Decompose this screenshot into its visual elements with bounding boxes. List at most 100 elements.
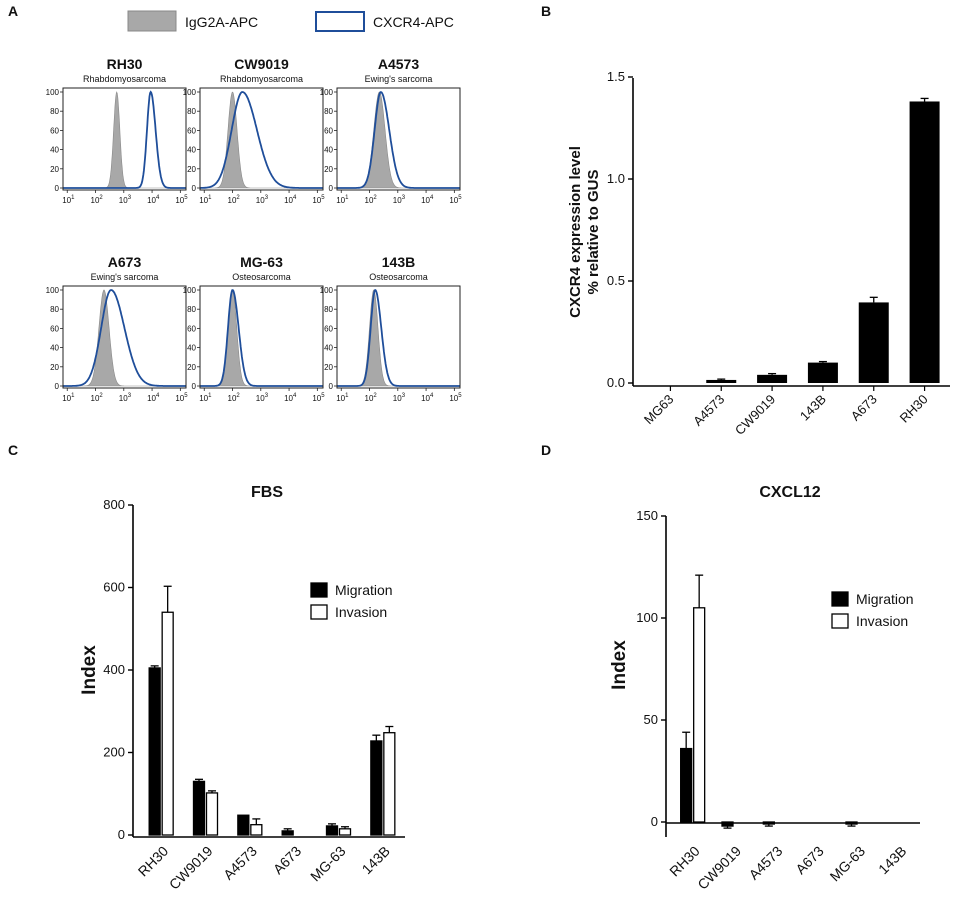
bar-invasion-a4573: [250, 824, 263, 836]
y-tick-label: 200: [103, 745, 125, 760]
legend-cxcr4-label: CXCR4-APC: [373, 14, 454, 30]
histogram-subtitle: Ewing's sarcoma: [365, 74, 433, 84]
y-tick-label: 0: [651, 814, 658, 829]
histogram-grid: RH30 Rhabdomyosarcoma 0 20 40 60 80 100 101 102 10…: [46, 56, 463, 403]
x-tick-label: 104: [421, 195, 434, 205]
y-tick-label: 80: [50, 107, 59, 116]
y-tick-label: 80: [324, 107, 333, 116]
y-tick-label: 40: [50, 146, 59, 155]
isotype-histogram: [63, 289, 186, 387]
y-axis-title: Index: [609, 640, 630, 690]
panel-letter-a: A: [8, 3, 18, 19]
isotype-histogram: [200, 289, 323, 387]
category-label: CW9019: [166, 843, 216, 893]
x-tick-label: 105: [312, 393, 325, 403]
legend-label-migration: Migration: [856, 591, 914, 607]
y-axis-title: CXCR4 expression level% relative to GUS: [567, 146, 602, 318]
y-tick-label: 150: [636, 508, 658, 523]
cxcr4-histogram: [63, 90, 186, 189]
y-tick-label: 0.0: [607, 375, 625, 390]
histogram-frame: [336, 285, 461, 389]
isotype-histogram: [200, 91, 323, 189]
cxcr4-histogram: [63, 289, 186, 387]
y-tick-label: 100: [183, 88, 197, 97]
y-tick-label: 100: [320, 88, 334, 97]
histogram-mg-63: MG-63 Osteosarcoma 0 20 40 60 80 100 101 102 103 10…: [183, 254, 326, 403]
histogram-title: A673: [108, 254, 142, 270]
isotype-histogram: [63, 91, 186, 189]
y-tick-label: 50: [644, 712, 658, 727]
x-tick-label: 105: [449, 195, 462, 205]
panel-letter-d: D: [541, 442, 551, 458]
y-tick-label: 600: [103, 580, 125, 595]
cxcr4-histogram: [337, 91, 460, 189]
histogram-title: A4573: [378, 56, 419, 72]
bar-migration-a4573: [762, 821, 775, 825]
category-label: CW9019: [694, 843, 744, 893]
panel-a-legend: IgG2A-APC CXCR4-APC: [127, 10, 454, 32]
x-tick-label: 104: [284, 195, 297, 205]
histogram-subtitle: Osteosarcoma: [232, 272, 291, 282]
y-tick-label: 20: [187, 165, 196, 174]
x-tick-label: 104: [147, 195, 160, 205]
y-tick-label: 60: [324, 126, 333, 135]
y-tick-label: 1.0: [607, 171, 625, 186]
bar-invasion-143b: [383, 732, 396, 836]
histogram-rh30: RH30 Rhabdomyosarcoma 0 20 40 60 80 100 101 102 10…: [46, 56, 189, 205]
bar-rh30: [909, 101, 940, 383]
bar-a673: [858, 302, 889, 383]
category-label: A4573: [746, 843, 786, 883]
bar-migration-rh30: [148, 667, 161, 836]
y-tick-label: 0: [329, 382, 334, 391]
legend-swatch-invasion: [831, 613, 849, 629]
histogram-subtitle: Osteosarcoma: [369, 272, 428, 282]
category-label: A4573: [220, 843, 260, 883]
y-tick-label: 100: [46, 286, 60, 295]
panel-a-flow-histograms: IgG2A-APC CXCR4-APC RH30 Rhabdomyosarcoma…: [46, 10, 463, 403]
category-label: A673: [848, 392, 880, 424]
histogram-frame: [62, 285, 187, 389]
histogram-subtitle: Ewing's sarcoma: [91, 272, 159, 282]
legend-label-migration: Migration: [335, 582, 393, 598]
bar-cw9019: [757, 374, 788, 383]
x-tick-label: 102: [91, 195, 104, 205]
histogram-subtitle: Rhabdomyosarcoma: [83, 74, 166, 84]
x-tick-label: 102: [365, 393, 378, 403]
category-label: RH30: [666, 843, 703, 880]
y-tick-label: 60: [187, 126, 196, 135]
histogram-frame: [62, 87, 187, 191]
bar-migration-cw9019: [721, 821, 734, 827]
x-tick-label: 101: [199, 393, 212, 403]
y-tick-label: 0: [192, 184, 197, 193]
bar-migration-a673: [281, 830, 294, 836]
x-tick-label: 101: [62, 393, 75, 403]
x-tick-label: 101: [62, 195, 75, 205]
histogram-frame: [199, 285, 324, 389]
histogram-a4573: A4573 Ewing's sarcoma 0 20 40 60 80 100 101 102 10…: [320, 56, 463, 205]
category-label: MG-63: [827, 843, 869, 885]
y-tick-label: 20: [187, 363, 196, 372]
histogram-frame: [199, 87, 324, 191]
y-tick-label: 1.5: [607, 69, 625, 84]
y-tick-label: 20: [50, 165, 59, 174]
x-tick-label: 101: [336, 195, 349, 205]
y-tick-label: 40: [187, 344, 196, 353]
x-tick-label: 102: [91, 393, 104, 403]
category-label: RH30: [897, 392, 931, 426]
y-tick-label: 40: [187, 146, 196, 155]
x-tick-label: 103: [119, 393, 132, 403]
bar-invasion-rh30: [693, 607, 706, 823]
x-tick-label: 105: [175, 393, 188, 403]
histogram-a673: A673 Ewing's sarcoma 0 20 40 60 80 100 101 102 103…: [46, 254, 189, 403]
x-tick-label: 103: [393, 195, 406, 205]
cxcr4-histogram: [200, 289, 323, 387]
category-label: A673: [792, 843, 827, 878]
legend-label-invasion: Invasion: [335, 604, 387, 620]
histogram-title: 143B: [382, 254, 415, 270]
y-tick-label: 60: [324, 324, 333, 333]
histogram-subtitle: Rhabdomyosarcoma: [220, 74, 303, 84]
panel-b-expression-chart: 0.0 0.5 1.0 1.5 MG63 A4573 CW9019 143B A673 RH30 C…: [567, 69, 950, 438]
y-tick-label: 60: [187, 324, 196, 333]
